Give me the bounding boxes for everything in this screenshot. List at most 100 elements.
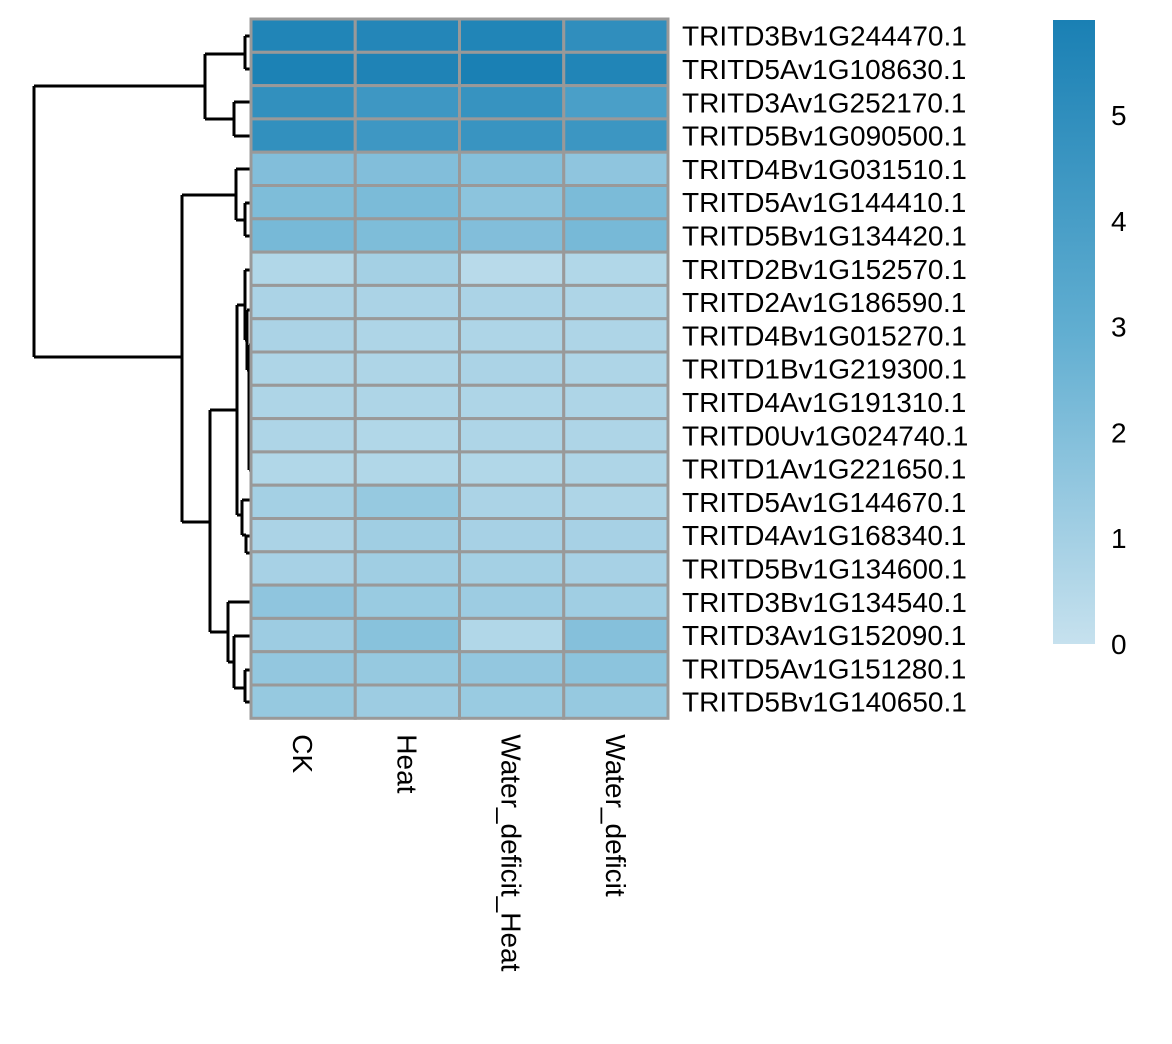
row-label: TRITD5Bv1G090500.1 (682, 121, 967, 152)
heatmap-cell (458, 450, 566, 487)
heatmap-cell (458, 650, 566, 687)
heatmap-cell (353, 550, 461, 587)
heatmap-cell (458, 117, 566, 154)
heatmap-cell (353, 383, 461, 421)
row-label: TRITD5Bv1G134420.1 (682, 220, 967, 251)
heatmap-cell (562, 450, 670, 487)
heatmap-cell (353, 217, 461, 254)
row-label: TRITD5Av1G144670.1 (682, 487, 966, 518)
heatmap-cell (562, 650, 670, 687)
heatmap-cell (353, 483, 461, 521)
heatmap-cell (458, 150, 566, 187)
heatmap-cell (562, 17, 670, 54)
legend-tick-label: 0 (1111, 629, 1127, 660)
heatmap-cell (249, 383, 357, 421)
row-label: TRITD5Bv1G134600.1 (682, 553, 967, 584)
heatmap-cell (353, 517, 461, 554)
heatmap-cell (458, 583, 566, 620)
heatmap-cell (353, 184, 461, 221)
heatmap-cell (458, 184, 566, 221)
heatmap-cell (249, 483, 357, 521)
heatmap-cell (562, 250, 670, 287)
legend-tick-label: 4 (1111, 206, 1127, 237)
heatmap-cell (458, 317, 566, 354)
heatmap-cells (249, 17, 670, 720)
heatmap-cell (458, 17, 566, 54)
heatmap-cell (353, 317, 461, 354)
legend-color-bar (1053, 20, 1095, 644)
legend-tick-label: 1 (1111, 523, 1127, 554)
heatmap-cell (249, 550, 357, 587)
row-labels: TRITD3Bv1G244470.1TRITD5Av1G108630.1TRIT… (682, 21, 968, 718)
heatmap-cell (249, 350, 357, 387)
heatmap-cell (562, 417, 670, 454)
row-label: TRITD4Bv1G031510.1 (682, 154, 967, 185)
heatmap-cell (562, 683, 670, 720)
heatmap-cell (353, 117, 461, 154)
heatmap-cell (249, 217, 357, 254)
heatmap-cell (458, 550, 566, 587)
row-label: TRITD2Av1G186590.1 (682, 287, 966, 318)
heatmap-cell (353, 616, 461, 654)
heatmap-cell (562, 184, 670, 221)
row-label: TRITD3Bv1G134540.1 (682, 587, 967, 618)
row-label: TRITD5Av1G108630.1 (682, 54, 966, 85)
column-label: Water_deficit (600, 734, 631, 897)
heatmap-cell (562, 150, 670, 187)
heatmap-cell (562, 550, 670, 587)
heatmap-cell (562, 616, 670, 654)
heatmap-cell (249, 283, 357, 321)
heatmap-cell (353, 150, 461, 187)
heatmap-cell (249, 616, 357, 654)
heatmap-cell (353, 250, 461, 287)
heatmap-cell (249, 250, 357, 287)
legend-tick-label: 2 (1111, 417, 1127, 448)
heatmap-cell (249, 583, 357, 620)
heatmap-cell (353, 650, 461, 687)
heatmap-cell (249, 517, 357, 554)
heatmap-cell (458, 383, 566, 421)
heatmap-cell (562, 117, 670, 154)
heatmap-cell (562, 517, 670, 554)
heatmap-cell (353, 583, 461, 620)
heatmap-cell (458, 517, 566, 554)
row-dendrogram (32, 34, 251, 704)
heatmap-cell (458, 250, 566, 287)
row-label: TRITD3Av1G252170.1 (682, 87, 966, 118)
heatmap-cell (249, 84, 357, 121)
heatmap-cell (458, 616, 566, 654)
heatmap-cell (458, 683, 566, 720)
heatmap-cell (562, 350, 670, 387)
heatmap-cell (562, 283, 670, 321)
heatmap-cell (353, 17, 461, 54)
heatmap-cell (458, 283, 566, 321)
legend-tick-label: 5 (1111, 100, 1127, 131)
row-label: TRITD5Av1G151280.1 (682, 653, 966, 684)
row-label: TRITD5Bv1G140650.1 (682, 687, 967, 718)
heatmap-cell (458, 84, 566, 121)
heatmap-cell (458, 50, 566, 88)
heatmap-cell (562, 217, 670, 254)
heatmap-cell (353, 283, 461, 321)
heatmap-cell (458, 483, 566, 521)
row-label: TRITD1Av1G221650.1 (682, 454, 966, 485)
row-label: TRITD3Bv1G244470.1 (682, 21, 967, 52)
color-legend: 0 1 2 3 4 5 (1053, 20, 1127, 660)
heatmap-cell (249, 450, 357, 487)
legend-tick-label: 3 (1111, 312, 1127, 343)
row-label: TRITD4Av1G191310.1 (682, 387, 966, 418)
row-label: TRITD4Bv1G015270.1 (682, 320, 967, 351)
column-label: Water_deficit_Heat (496, 734, 527, 971)
heatmap-cell (458, 417, 566, 454)
heatmap-cell (562, 317, 670, 354)
column-label: CK (287, 734, 318, 773)
heatmap-cell (562, 483, 670, 521)
heatmap-cell (249, 417, 357, 454)
heatmap-cell (458, 217, 566, 254)
row-label: TRITD1Bv1G219300.1 (682, 354, 967, 385)
row-label: TRITD2Bv1G152570.1 (682, 254, 967, 285)
heatmap-cell (249, 150, 357, 187)
heatmap-cell (249, 650, 357, 687)
row-label: TRITD3Av1G152090.1 (682, 620, 966, 651)
